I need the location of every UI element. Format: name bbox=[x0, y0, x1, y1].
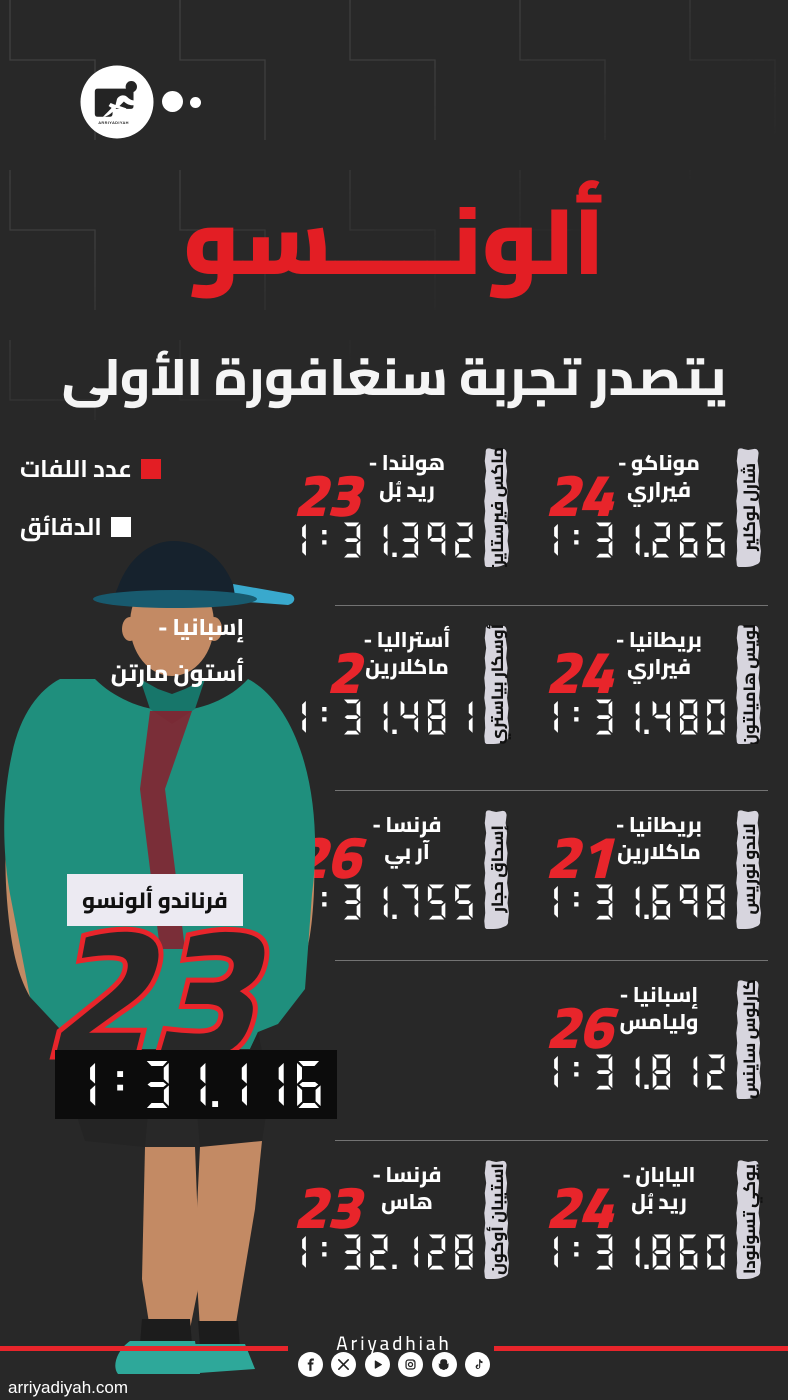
svg-text:ARRIYADIYAH: ARRIYADIYAH bbox=[98, 120, 129, 125]
